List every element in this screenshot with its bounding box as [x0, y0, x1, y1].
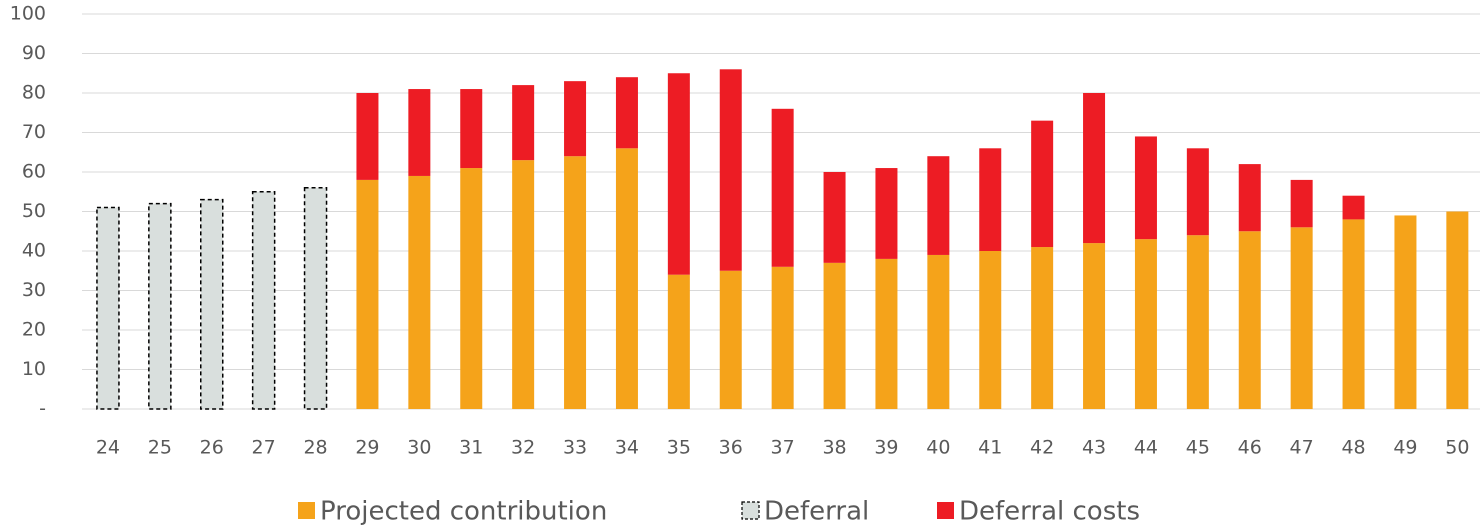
legend-label: Deferral [764, 497, 869, 527]
bar [927, 254, 950, 409]
bar [356, 179, 379, 409]
x-tick-label: 47 [1290, 437, 1314, 459]
y-tick-label: 10 [22, 358, 46, 380]
y-tick-label: 100 [10, 3, 46, 25]
bar [1031, 120, 1054, 248]
bar [251, 191, 276, 410]
bar [1238, 231, 1261, 409]
x-tick-label: 42 [1030, 437, 1054, 459]
bar [1342, 219, 1365, 409]
x-tick-label: 25 [148, 437, 172, 459]
bar [875, 258, 898, 409]
bar [564, 156, 587, 409]
bar [96, 206, 120, 410]
x-tick-label: 29 [355, 437, 379, 459]
bar [1290, 227, 1313, 409]
x-tick-label: 30 [407, 437, 431, 459]
bar [303, 187, 328, 410]
bar [979, 251, 1002, 409]
y-tick-label: 90 [22, 42, 46, 64]
x-tick-label: 50 [1445, 437, 1469, 459]
x-tick-label: 37 [771, 437, 795, 459]
x-tick-label: 40 [926, 437, 950, 459]
bar [1446, 211, 1469, 409]
legend-swatch [298, 502, 315, 519]
bar [1083, 243, 1106, 409]
legend-swatch [937, 502, 954, 519]
x-tick-label: 32 [511, 437, 535, 459]
x-tick-label: 31 [459, 437, 483, 459]
bar [356, 93, 379, 180]
y-tick-label: 80 [22, 82, 46, 104]
bar [719, 69, 742, 271]
legend-label: Projected contribution [320, 497, 607, 527]
bar [979, 148, 1002, 251]
bar [667, 73, 690, 275]
y-tick-label: 60 [22, 161, 46, 183]
bar [1290, 179, 1313, 228]
bar [1394, 215, 1417, 409]
x-tick-label: 41 [978, 437, 1002, 459]
x-tick-label: 35 [667, 437, 691, 459]
bar [564, 81, 587, 157]
x-tick-label: 48 [1341, 437, 1365, 459]
bar [200, 198, 224, 410]
bar [512, 85, 535, 161]
x-tick-label: 36 [719, 437, 743, 459]
bar [1342, 195, 1365, 220]
y-tick-label: 30 [22, 279, 46, 301]
x-tick-label: 39 [874, 437, 898, 459]
x-tick-label: 26 [200, 437, 224, 459]
y-tick-label: 70 [22, 121, 46, 143]
bar [148, 202, 172, 410]
bar [408, 89, 431, 176]
legend-label: Deferral costs [959, 497, 1140, 527]
bar [875, 168, 898, 259]
bar [460, 168, 483, 409]
bar [1134, 239, 1157, 409]
bar [823, 262, 846, 409]
bar [927, 156, 950, 255]
bar [512, 160, 535, 409]
bar [667, 274, 690, 409]
x-tick-label: 24 [96, 437, 120, 459]
x-tick-label: 33 [563, 437, 587, 459]
y-tick-label: 20 [22, 319, 46, 341]
y-tick-label: 50 [22, 200, 46, 222]
bar [615, 148, 638, 410]
x-tick-label: 38 [822, 437, 846, 459]
x-tick-label: 45 [1186, 437, 1210, 459]
bar [1083, 93, 1106, 244]
bar [1186, 235, 1209, 409]
x-tick-label: 46 [1238, 437, 1262, 459]
bar [1031, 247, 1054, 409]
x-tick-label: 27 [252, 437, 276, 459]
bar [823, 172, 846, 263]
x-tick-label: 44 [1134, 437, 1158, 459]
x-tick-label: 34 [615, 437, 639, 459]
x-tick-label: 28 [303, 437, 327, 459]
bar [1186, 148, 1209, 236]
bar [1238, 164, 1261, 232]
bar [771, 266, 794, 409]
bar [615, 77, 638, 149]
x-tick-label: 49 [1393, 437, 1417, 459]
bar [460, 89, 483, 169]
bar [719, 270, 742, 409]
bar [1134, 136, 1157, 240]
bar [408, 175, 431, 409]
y-tick-label: 40 [22, 240, 46, 262]
y-tick-label: - [39, 398, 46, 420]
legend-swatch [741, 501, 760, 520]
bar [771, 108, 794, 267]
x-tick-label: 43 [1082, 437, 1106, 459]
